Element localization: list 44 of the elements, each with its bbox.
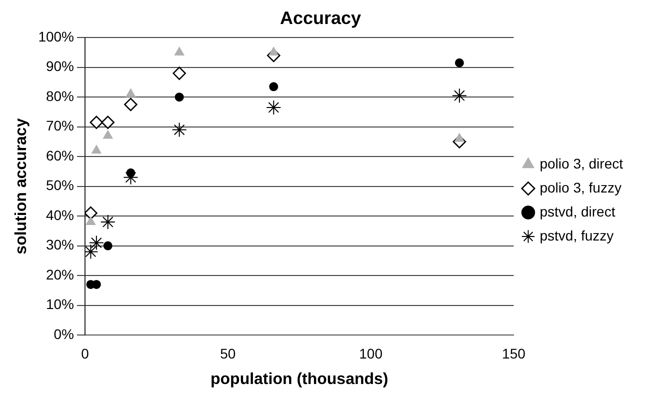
y-tick-label: 60% bbox=[46, 147, 74, 164]
x-axis-title: population (thousands) bbox=[210, 370, 388, 388]
point bbox=[454, 58, 464, 68]
y-tick-label: 0% bbox=[54, 326, 74, 342]
y-tick-label: 40% bbox=[46, 206, 74, 223]
y-tick-label: 30% bbox=[46, 236, 74, 253]
point bbox=[103, 241, 112, 250]
point bbox=[266, 100, 282, 115]
x-tick-label: 0 bbox=[81, 345, 90, 362]
x-tick-label: 100 bbox=[359, 345, 383, 362]
point bbox=[126, 88, 136, 98]
legend-label: polio 3, fuzzy bbox=[540, 179, 622, 196]
point bbox=[103, 130, 113, 139]
legend-label: pstvd, fuzzy bbox=[540, 227, 614, 244]
y-tick-label: 100% bbox=[38, 28, 74, 44]
point bbox=[126, 168, 136, 178]
point bbox=[101, 116, 115, 130]
point bbox=[452, 88, 467, 104]
point bbox=[268, 46, 278, 56]
x-tick-label: 150 bbox=[502, 345, 526, 362]
point bbox=[90, 116, 104, 130]
point bbox=[174, 92, 184, 102]
chart-title: Accuracy bbox=[280, 8, 362, 28]
y-tick-label: 90% bbox=[46, 58, 74, 74]
y-axis-title: solution accuracy bbox=[13, 118, 30, 254]
point bbox=[124, 98, 138, 112]
y-tick-label: 70% bbox=[46, 118, 74, 134]
point bbox=[100, 214, 116, 230]
legend-label: polio 3, direct bbox=[540, 155, 624, 172]
point bbox=[454, 133, 464, 142]
x-tick-label: 50 bbox=[220, 345, 236, 362]
y-tick-label: 10% bbox=[46, 296, 74, 312]
point bbox=[92, 145, 102, 154]
point bbox=[88, 235, 104, 250]
point bbox=[174, 46, 184, 56]
point bbox=[85, 206, 98, 220]
point bbox=[172, 122, 187, 138]
point bbox=[172, 66, 186, 80]
y-tick-label: 20% bbox=[46, 266, 74, 282]
legend-label: pstvd, direct bbox=[540, 203, 616, 220]
point bbox=[86, 216, 96, 225]
y-tick-label: 50% bbox=[46, 177, 74, 194]
y-tick-label: 80% bbox=[46, 88, 74, 104]
point bbox=[269, 82, 278, 92]
